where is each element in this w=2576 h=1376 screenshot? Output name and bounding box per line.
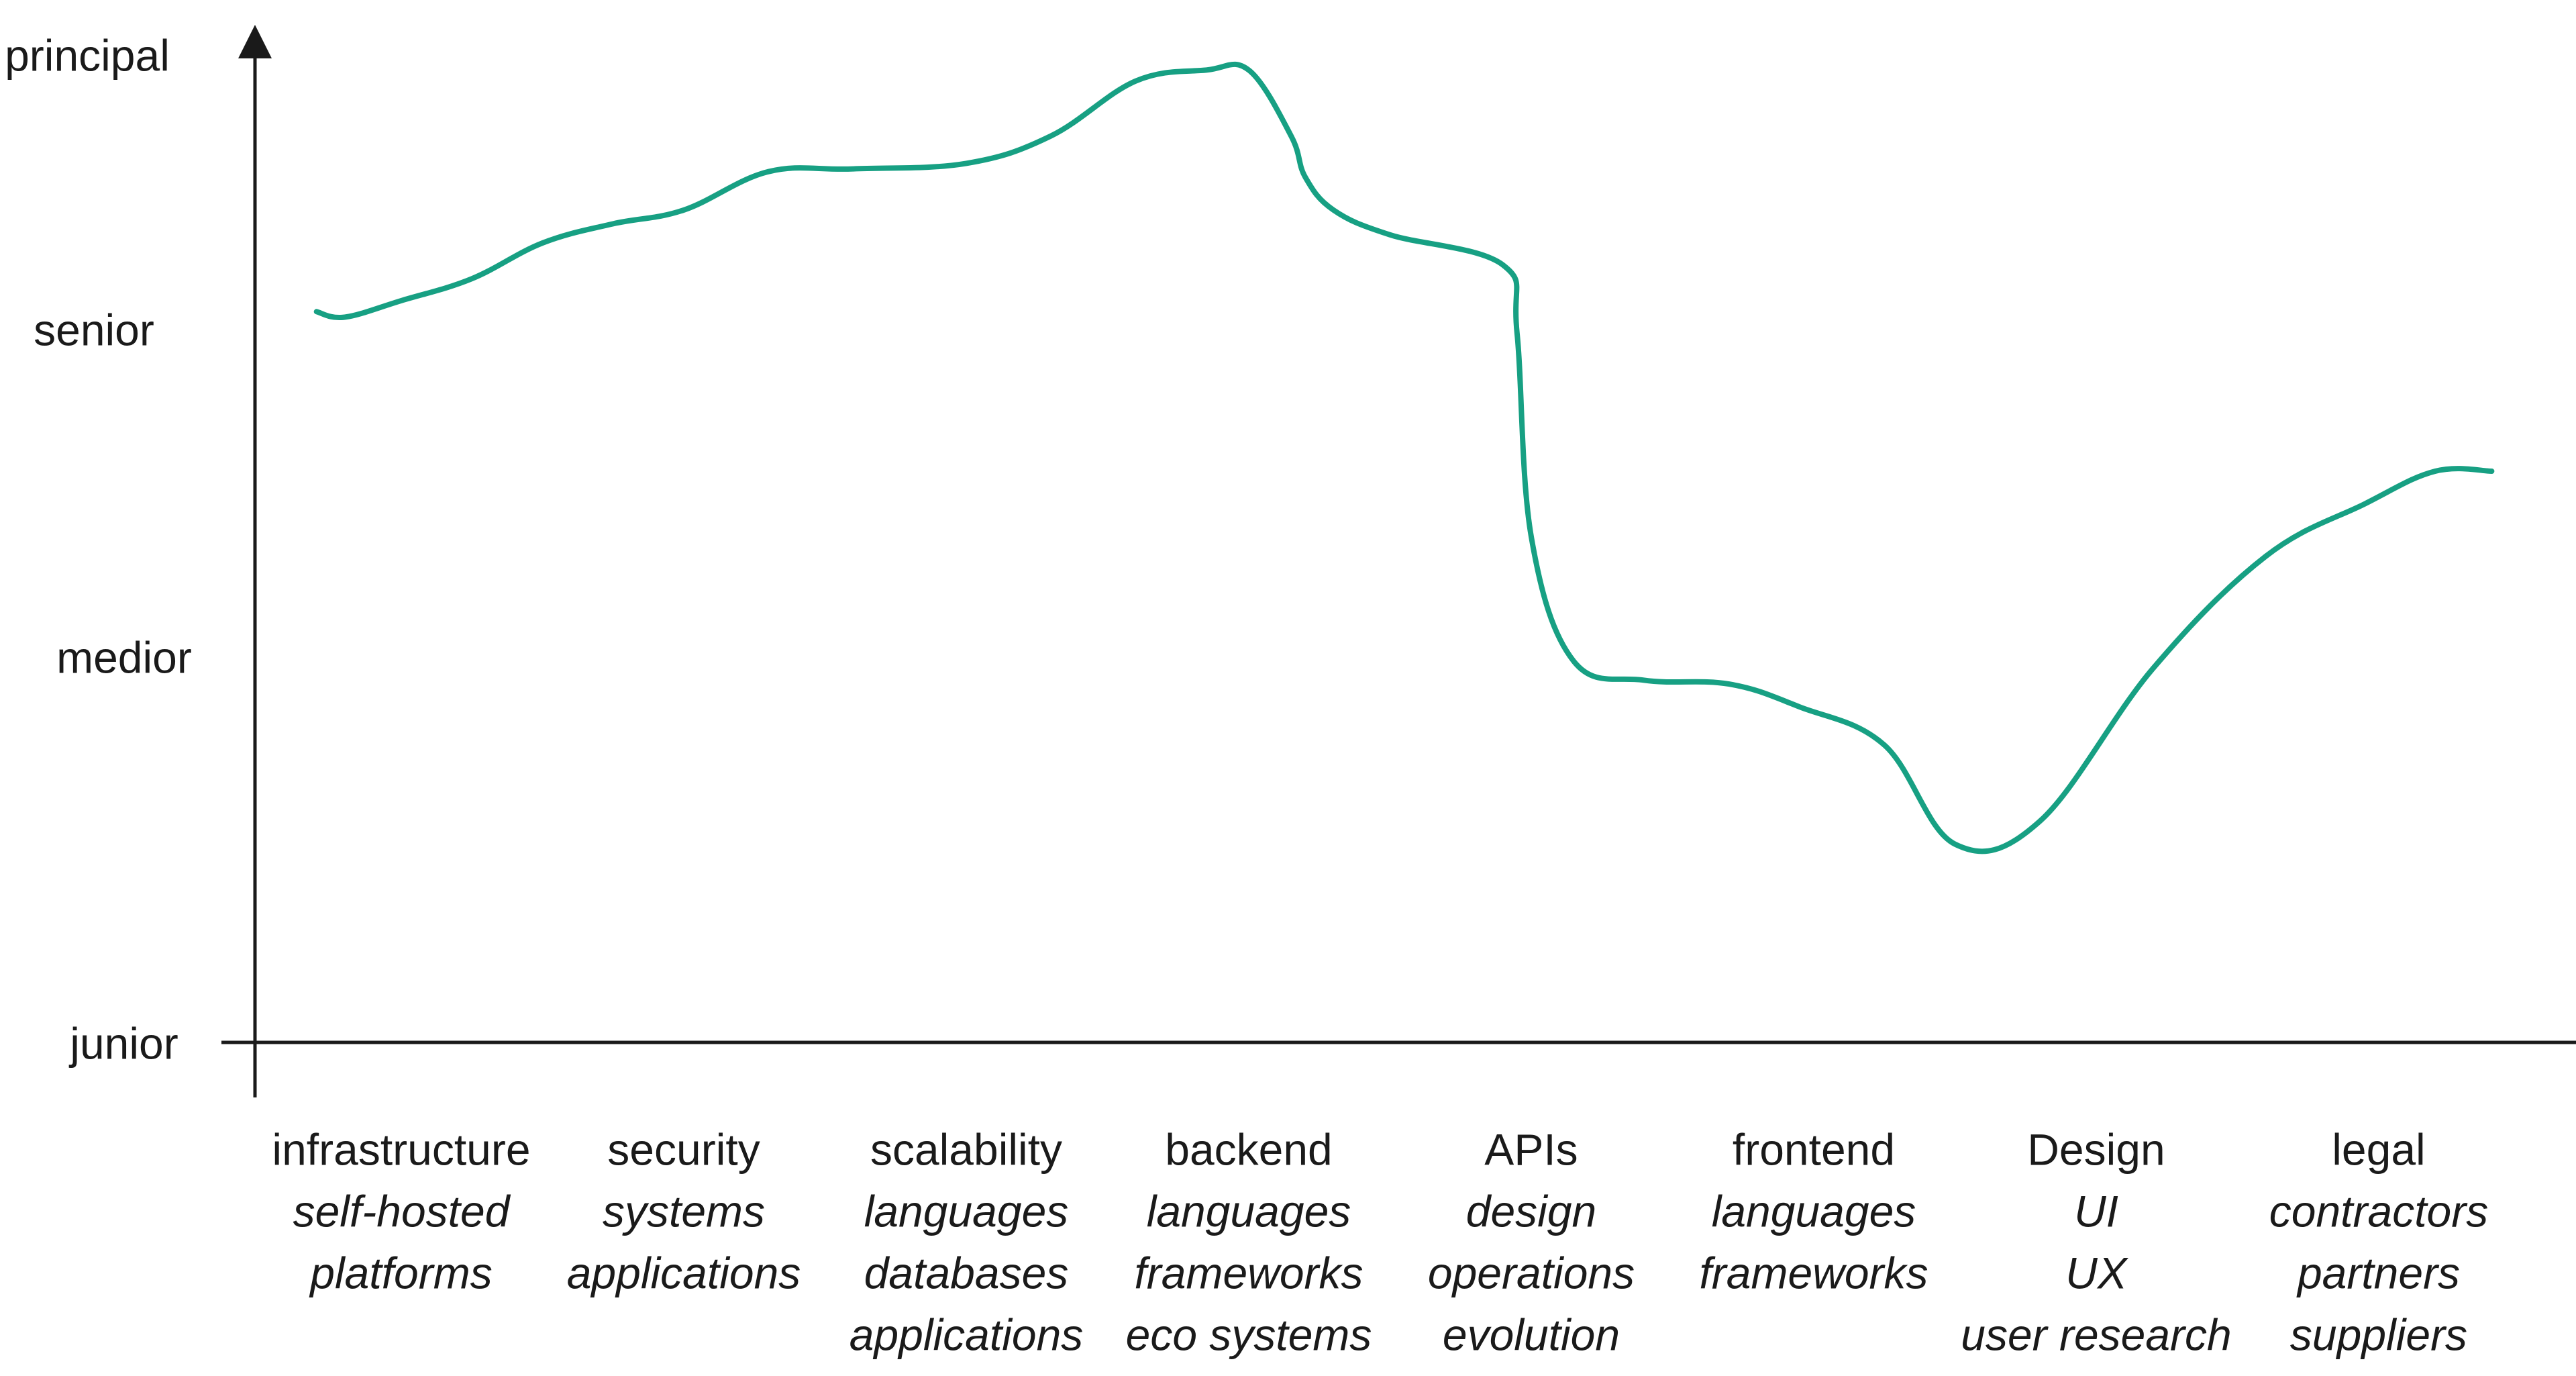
x-sub-label: evolution — [1443, 1310, 1620, 1359]
x-tick-label-scalability: scalability — [870, 1124, 1062, 1174]
x-sub-label: user research — [1961, 1310, 2232, 1359]
x-sub-label: applications — [567, 1248, 801, 1297]
x-tick-label-design: Design — [2027, 1124, 2165, 1174]
x-sub-label: partners — [2296, 1248, 2460, 1297]
x-sub-label: applications — [849, 1310, 1084, 1359]
x-sub-label: contractors — [2269, 1186, 2488, 1236]
x-tick-label-security: security — [607, 1124, 760, 1174]
x-tick-label-frontend: frontend — [1733, 1124, 1895, 1174]
x-sub-label: platforms — [309, 1248, 492, 1297]
series-line — [313, 61, 2495, 854]
x-sub-label: self-hosted — [293, 1186, 511, 1236]
x-sub-label: operations — [1428, 1248, 1635, 1297]
x-sub-label: languages — [864, 1186, 1069, 1236]
x-sub-label: frameworks — [1134, 1248, 1363, 1297]
x-sub-label: UX — [2065, 1248, 2129, 1297]
x-sub-label: frameworks — [1699, 1248, 1928, 1297]
y-tick-label-junior: junior — [68, 1018, 178, 1068]
x-sub-label: eco systems — [1126, 1310, 1372, 1359]
y-tick-label-principal: principal — [5, 30, 170, 80]
x-tick-label-infrastructure: infrastructure — [272, 1124, 530, 1174]
x-axis-labels: infrastructure self-hosted platforms securi… — [272, 1124, 2488, 1359]
y-axis-labels: junior medior senior principal — [5, 30, 192, 1068]
y-tick-label-medior: medior — [56, 632, 192, 682]
x-sub-label: UI — [2074, 1186, 2118, 1236]
x-tick-label-backend: backend — [1165, 1124, 1333, 1174]
x-sub-label: suppliers — [2290, 1310, 2467, 1359]
y-tick-label-senior: senior — [34, 305, 154, 354]
x-tick-label-apis: APIs — [1484, 1124, 1578, 1174]
x-sub-label: design — [1466, 1186, 1597, 1236]
x-sub-label: languages — [1712, 1186, 1916, 1236]
x-sub-label: databases — [864, 1248, 1069, 1297]
x-sub-label: languages — [1147, 1186, 1351, 1236]
x-tick-label-legal: legal — [2332, 1124, 2425, 1174]
x-sub-label: systems — [603, 1186, 765, 1236]
